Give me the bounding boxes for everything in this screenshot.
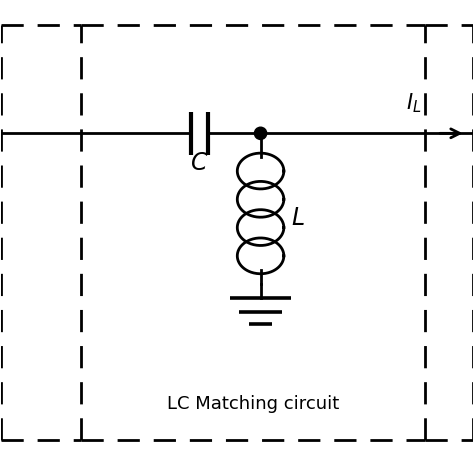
Circle shape [255,127,267,139]
Text: $I_L$: $I_L$ [406,91,421,115]
Text: $C$: $C$ [190,153,209,175]
Text: $L$: $L$ [292,207,305,229]
Text: LC Matching circuit: LC Matching circuit [167,395,339,413]
